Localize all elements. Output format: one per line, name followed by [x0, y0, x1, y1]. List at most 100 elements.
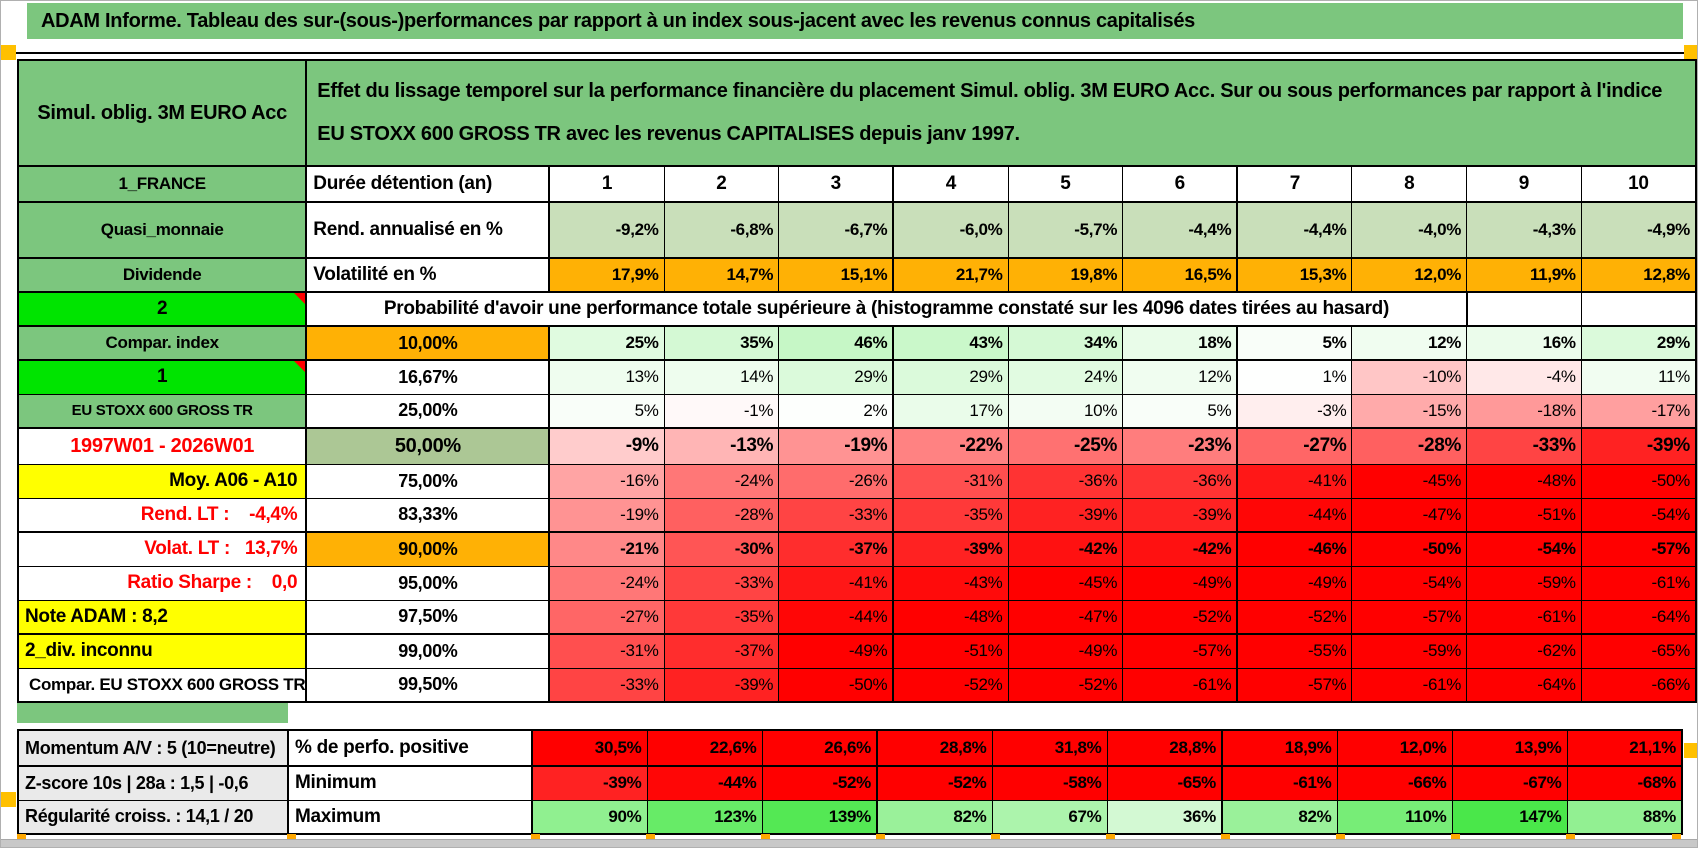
data-cell[interactable]: 16%	[1466, 325, 1582, 361]
data-cell[interactable]: 6	[1122, 165, 1239, 203]
data-cell[interactable]: -61%	[1580, 565, 1697, 601]
data-cell[interactable]: -39%	[1580, 427, 1697, 465]
data-cell[interactable]: -10%	[1351, 359, 1468, 395]
row-label-cell[interactable]: Dividende	[17, 257, 308, 293]
empty-cell[interactable]	[1580, 291, 1697, 327]
row-label-cell[interactable]: Volat. LT : 13,7%	[17, 531, 308, 567]
data-cell[interactable]: -49%	[1122, 565, 1239, 601]
metric-label-cell[interactable]: Volatilité en %	[305, 257, 551, 293]
data-cell[interactable]: 36%	[1106, 799, 1223, 835]
data-cell[interactable]: 82%	[1221, 799, 1338, 835]
metric-label-cell[interactable]: 10,00%	[305, 325, 551, 361]
data-cell[interactable]: -28%	[1351, 427, 1468, 465]
data-cell[interactable]: 17%	[892, 393, 1009, 429]
data-cell[interactable]: -27%	[548, 599, 665, 635]
data-cell[interactable]: -27%	[1236, 427, 1353, 465]
metric-label-cell[interactable]: Rend. annualisé en %	[305, 201, 551, 259]
data-cell[interactable]: -25%	[1007, 427, 1124, 465]
data-cell[interactable]: 26,6%	[761, 729, 878, 767]
row-label-cell[interactable]: Ratio Sharpe : 0,0	[17, 565, 308, 601]
data-cell[interactable]: -50%	[1351, 531, 1468, 567]
row-label-cell[interactable]: Compar. index	[17, 325, 308, 361]
data-cell[interactable]: -18%	[1466, 393, 1582, 429]
data-cell[interactable]: 2%	[778, 393, 895, 429]
data-cell[interactable]: -46%	[1236, 531, 1353, 567]
data-cell[interactable]: -61%	[1221, 765, 1338, 801]
data-cell[interactable]: -33%	[778, 497, 895, 533]
data-cell[interactable]: -54%	[1351, 565, 1468, 601]
empty-cell[interactable]	[1466, 291, 1582, 327]
data-cell[interactable]: -4,4%	[1122, 201, 1239, 259]
data-cell[interactable]: -33%	[663, 565, 780, 601]
data-cell[interactable]: 46%	[778, 325, 895, 361]
data-cell[interactable]: -28%	[663, 497, 780, 533]
data-cell[interactable]: -48%	[892, 599, 1009, 635]
data-cell[interactable]: -51%	[1466, 497, 1582, 533]
row-label-cell[interactable]: Régularité croiss. : 14,1 / 20	[17, 799, 289, 835]
row-label-cell[interactable]: Moy. A06 - A10	[17, 463, 308, 499]
data-cell[interactable]: -4,3%	[1466, 201, 1582, 259]
data-cell[interactable]: 28,8%	[876, 729, 993, 767]
data-cell[interactable]: -41%	[1236, 463, 1353, 499]
data-cell[interactable]: -36%	[1007, 463, 1124, 499]
data-cell[interactable]: -54%	[1466, 531, 1582, 567]
data-cell[interactable]: 110%	[1336, 799, 1453, 835]
data-cell[interactable]: 2	[663, 165, 780, 203]
data-cell[interactable]: -68%	[1566, 765, 1683, 801]
data-cell[interactable]: 28,8%	[1106, 729, 1223, 767]
data-cell[interactable]: -66%	[1336, 765, 1453, 801]
data-cell[interactable]: -37%	[663, 633, 780, 669]
data-cell[interactable]: 123%	[646, 799, 763, 835]
row-label-cell[interactable]: Compar. EU STOXX 600 GROSS TR	[17, 667, 308, 703]
data-cell[interactable]: -43%	[892, 565, 1009, 601]
data-cell[interactable]: 35%	[663, 325, 780, 361]
metric-label-cell[interactable]: % de perfo. positive	[287, 729, 533, 767]
data-cell[interactable]: -39%	[892, 531, 1009, 567]
data-cell[interactable]: -57%	[1122, 633, 1239, 669]
data-cell[interactable]: -51%	[892, 633, 1009, 669]
data-cell[interactable]: 12,8%	[1580, 257, 1697, 293]
data-cell[interactable]: -9%	[548, 427, 665, 465]
data-cell[interactable]: 13,9%	[1451, 729, 1568, 767]
data-cell[interactable]: -44%	[778, 599, 895, 635]
data-cell[interactable]: -50%	[1580, 463, 1697, 499]
data-cell[interactable]: -21%	[548, 531, 665, 567]
data-cell[interactable]: -49%	[778, 633, 895, 669]
data-cell[interactable]: -42%	[1007, 531, 1124, 567]
data-cell[interactable]: -4,4%	[1236, 201, 1353, 259]
data-cell[interactable]: -52%	[892, 667, 1009, 703]
data-cell[interactable]: -54%	[1580, 497, 1697, 533]
data-cell[interactable]: -31%	[892, 463, 1009, 499]
data-cell[interactable]: -35%	[892, 497, 1009, 533]
data-cell[interactable]: -48%	[1466, 463, 1582, 499]
data-cell[interactable]: 14,7%	[663, 257, 780, 293]
metric-label-cell[interactable]: 99,00%	[305, 633, 551, 669]
row-label-cell[interactable]: 2_div. inconnu	[17, 633, 308, 669]
data-cell[interactable]: -66%	[1580, 667, 1697, 703]
metric-label-cell[interactable]: 90,00%	[305, 531, 551, 567]
data-cell[interactable]: -39%	[1007, 497, 1124, 533]
data-cell[interactable]: -47%	[1007, 599, 1124, 635]
data-cell[interactable]: 12,0%	[1336, 729, 1453, 767]
data-cell[interactable]: 29%	[1580, 325, 1697, 361]
data-cell[interactable]: -4%	[1466, 359, 1582, 395]
data-cell[interactable]: -31%	[548, 633, 665, 669]
data-cell[interactable]: 14%	[663, 359, 780, 395]
data-cell[interactable]: 139%	[761, 799, 878, 835]
data-cell[interactable]: -4,0%	[1351, 201, 1468, 259]
row-label-cell[interactable]: Note ADAM : 8,2	[17, 599, 308, 635]
data-cell[interactable]: -24%	[663, 463, 780, 499]
data-cell[interactable]: -6,7%	[778, 201, 895, 259]
data-cell[interactable]: -15%	[1351, 393, 1468, 429]
data-cell[interactable]: 88%	[1566, 799, 1683, 835]
data-cell[interactable]: 10%	[1007, 393, 1124, 429]
data-cell[interactable]: -39%	[531, 765, 648, 801]
row-label-cell[interactable]: Momentum A/V : 5 (10=neutre)	[17, 729, 289, 767]
row-label-cell[interactable]: 1_FRANCE	[17, 165, 308, 203]
data-cell[interactable]: -44%	[1236, 497, 1353, 533]
metric-label-cell[interactable]: Durée détention (an)	[305, 165, 551, 203]
data-cell[interactable]: 15,1%	[778, 257, 895, 293]
data-cell[interactable]: 43%	[892, 325, 1009, 361]
data-cell[interactable]: 5%	[1122, 393, 1239, 429]
data-cell[interactable]: -19%	[778, 427, 895, 465]
